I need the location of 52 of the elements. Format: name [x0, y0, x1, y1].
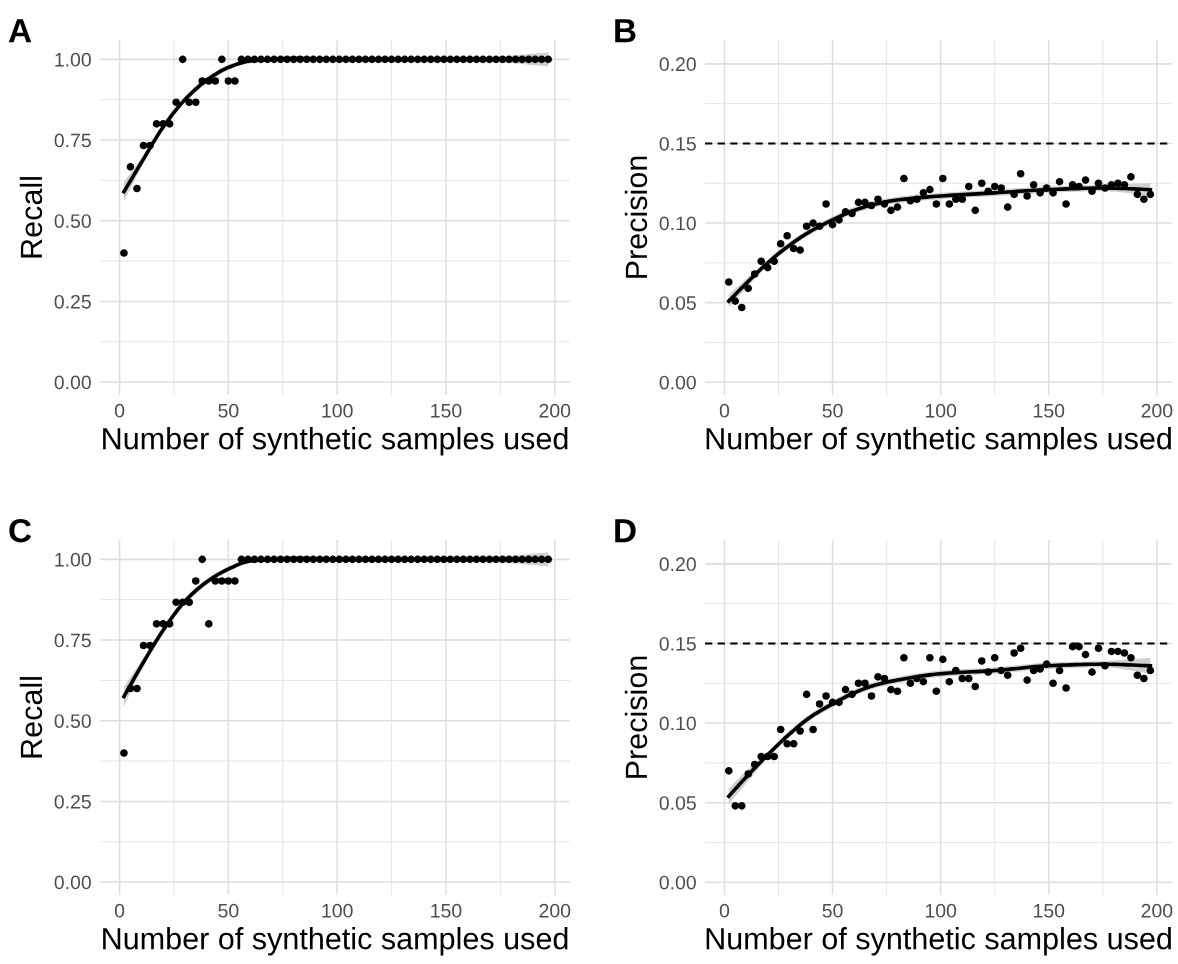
y-tick-label: 1.00 [55, 52, 91, 67]
x-tick-label: 150 [1034, 903, 1065, 918]
x-tick-label: 150 [431, 903, 462, 918]
x-tick-label: 50 [822, 903, 843, 918]
x-tick-label: 150 [1034, 403, 1065, 418]
x-tick-label: 0 [719, 403, 730, 418]
chart-title: B [615, 19, 636, 43]
x-tick-label: 0 [114, 903, 125, 918]
y-tick-label: 0.10 [659, 216, 696, 231]
x-tick-label: 50 [218, 903, 239, 918]
y-tick-label: 0.05 [659, 296, 696, 310]
y-tick-label: 0.00 [54, 375, 91, 390]
y-tick-label: 0.50 [54, 214, 91, 228]
y-tick-label: 0.25 [54, 794, 91, 809]
x-axis-title: Number of synthetic samples used [103, 427, 568, 456]
x-tick-label: 100 [322, 903, 353, 918]
y-tick-label: 0.15 [659, 636, 696, 651]
y-tick-label: 0.75 [54, 633, 91, 648]
x-tick-label: 0 [114, 403, 125, 418]
x-tick-label: 50 [822, 403, 843, 418]
x-tick-label: 50 [218, 403, 239, 418]
y-tick-label: 0.15 [659, 136, 696, 151]
y-tick-label: 0.50 [54, 714, 91, 728]
x-tick-label: 100 [925, 403, 957, 418]
x-tick-label: 100 [322, 403, 353, 418]
x-tick-label: 0 [719, 903, 730, 918]
y-tick-label: 0.20 [659, 557, 696, 572]
x-tick-label: 200 [1141, 403, 1173, 418]
y-tick-label: 0.10 [659, 716, 696, 731]
y-tick-label: 0.00 [659, 875, 696, 890]
x-tick-label: 200 [539, 903, 571, 918]
x-tick-label: 150 [431, 403, 462, 418]
chart-title: D [615, 519, 636, 543]
y-axis-title: Recall [19, 677, 43, 758]
x-tick-label: 100 [925, 903, 957, 918]
y-tick-label: 0.20 [659, 57, 696, 72]
x-axis-title: Number of synthetic samples used [103, 927, 568, 956]
y-tick-label: 0.00 [54, 875, 91, 890]
chart-title: C [9, 518, 32, 543]
y-tick-label: 1.00 [55, 552, 91, 567]
y-tick-label: 0.75 [54, 133, 91, 148]
y-tick-label: 0.25 [54, 294, 91, 309]
x-axis-title: Number of synthetic samples used [706, 427, 1171, 456]
y-tick-label: 0.05 [659, 796, 696, 810]
y-axis-title: Recall [19, 177, 43, 258]
x-axis-title: Number of synthetic samples used [706, 927, 1171, 956]
y-tick-label: 0.00 [659, 375, 696, 390]
x-tick-label: 200 [1141, 903, 1173, 918]
x-tick-label: 200 [539, 403, 571, 418]
chart-title: A [8, 19, 32, 43]
y-axis-title: Precision [624, 156, 648, 278]
y-axis-title: Precision [624, 656, 648, 778]
